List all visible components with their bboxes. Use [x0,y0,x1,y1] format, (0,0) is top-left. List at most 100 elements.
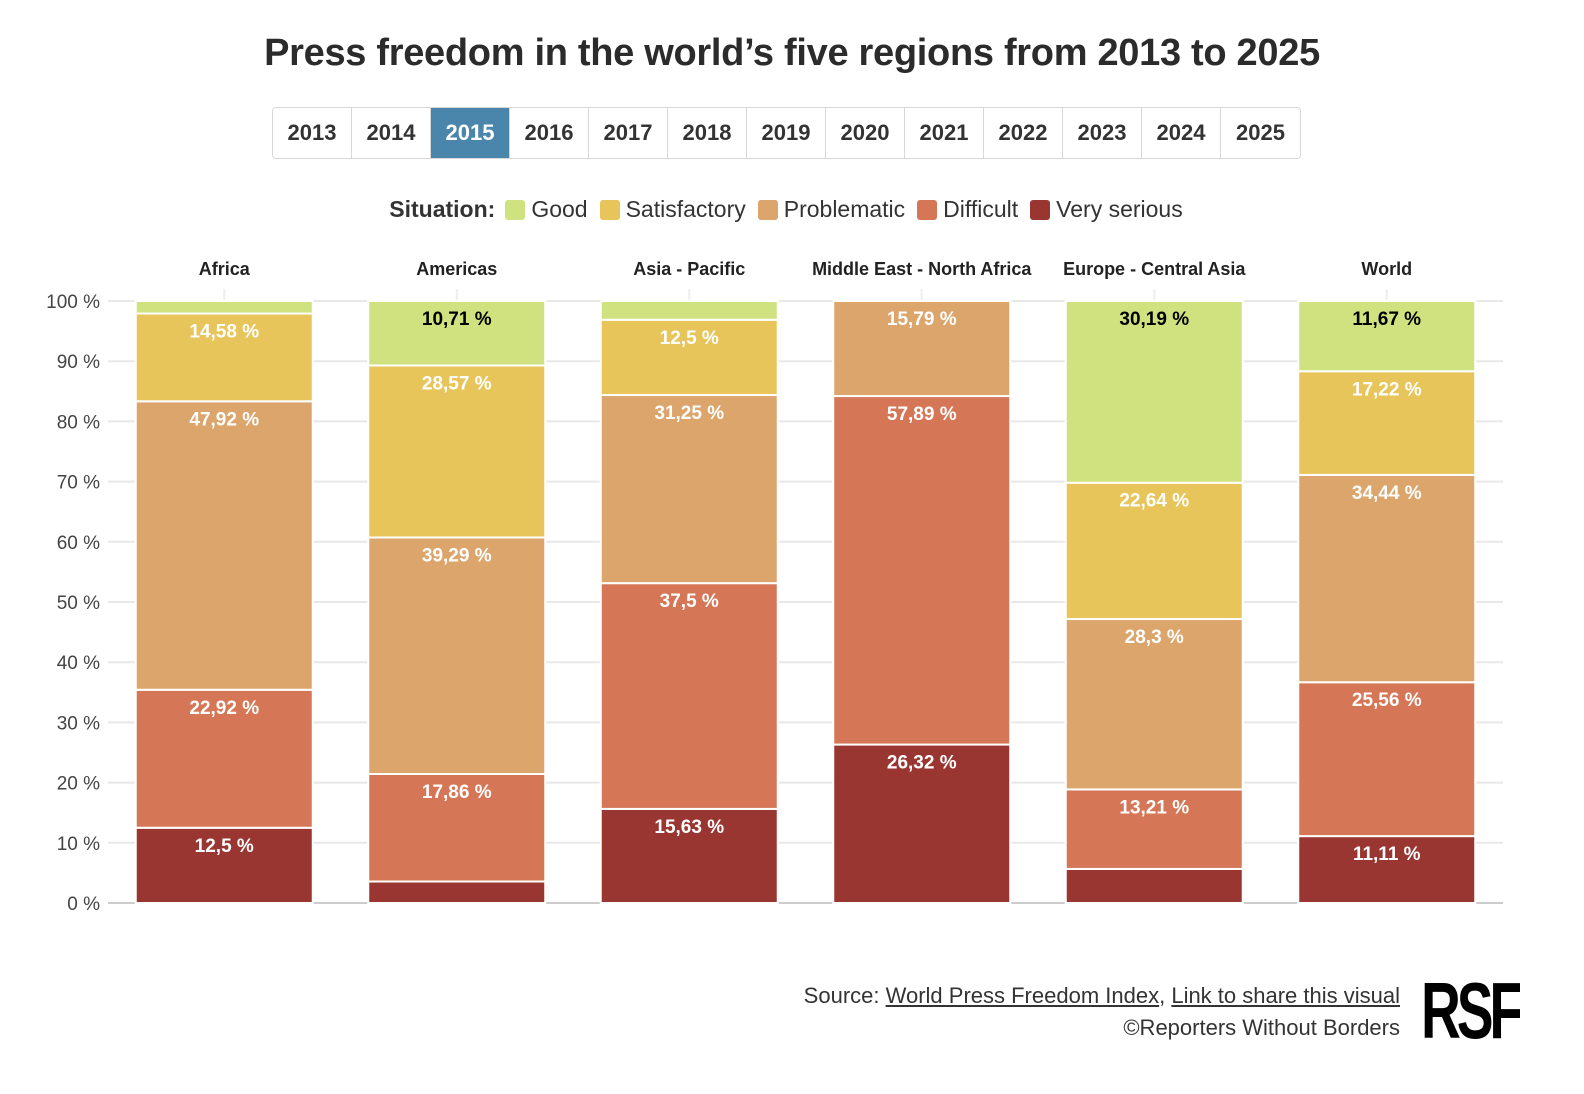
chart-title: Press freedom in the world’s five region… [264,32,1320,74]
legend-swatch [1030,199,1051,220]
data-label: 11,67 % [1352,309,1421,330]
bar-segment[interactable] [134,300,314,315]
rsf-logo-text: RSF [1421,968,1520,1044]
bar-segment[interactable] [367,300,547,367]
bar-segment[interactable] [599,582,779,810]
bar-segment[interactable] [134,400,314,691]
bar-segment[interactable] [599,299,779,321]
data-label: 15,79 % [887,309,957,330]
legend-title: Situation: [389,196,496,222]
data-label: 26,32 % [887,753,957,774]
category-label: Americas [416,259,497,279]
year-button-2020[interactable]: 2020 [826,108,905,158]
year-button-2013[interactable]: 2013 [273,108,352,158]
bar-segment[interactable] [599,318,779,397]
bar-segment[interactable] [367,772,547,883]
category-label: Africa [199,259,251,279]
data-label: 12,5 % [660,328,719,349]
source-note: Source: World Press Freedom Index, Link … [804,980,1400,1044]
bar-segment[interactable] [1297,681,1477,838]
legend-item-very-serious[interactable]: Very serious [1030,196,1183,223]
y-tick-label: 20 % [57,774,100,795]
category-label: Asia - Pacific [633,259,745,279]
bar-segment[interactable] [1064,788,1244,870]
source-prefix: Source: [803,983,886,1008]
bar-segment[interactable] [367,364,547,539]
copyright-text: ©Reporters Without Borders [1123,1015,1400,1040]
bar-segment[interactable] [1297,300,1477,373]
data-label: 11,11 % [1353,844,1421,865]
year-button-2025[interactable]: 2025 [1221,108,1300,158]
y-tick-label: 80 % [57,412,100,433]
bar-segment[interactable] [1064,618,1244,791]
legend-item-satisfactory[interactable]: Satisfactory [599,196,746,223]
source-link-index[interactable]: World Press Freedom Index [885,983,1160,1008]
bar-segment[interactable] [134,312,314,403]
category-label: World [1361,259,1412,279]
year-button-2022[interactable]: 2022 [984,108,1063,158]
bar-segment[interactable] [1297,835,1477,904]
y-tick-label: 60 % [57,533,100,554]
legend-item-difficult[interactable]: Difficult [917,196,1018,223]
year-button-2016[interactable]: 2016 [510,108,589,158]
bar-segment[interactable] [367,880,547,905]
legend-label: Good [531,196,588,222]
category-label: Europe - Central Asia [1063,259,1246,279]
y-tick-label: 90 % [57,352,100,373]
year-button-2015[interactable]: 2015 [431,108,510,158]
source-separator: , [1159,983,1172,1008]
y-tick-label: 70 % [57,473,100,494]
data-label: 22,64 % [1119,491,1189,512]
year-selector: 2013 2014 2015 2016 2017 2018 2019 2020 2021 2022… [272,107,1301,159]
y-tick-label: 50 % [57,593,100,614]
bar-segment[interactable] [832,395,1012,746]
bar-segment[interactable] [1064,481,1244,621]
year-button-2021[interactable]: 2021 [905,108,984,158]
legend-item-problematic[interactable]: Problematic [757,196,906,223]
year-button-2023[interactable]: 2023 [1063,108,1142,158]
legend-label: Satisfactory [625,196,746,222]
data-label: 47,92 % [189,409,259,430]
year-button-2019[interactable]: 2019 [747,108,826,158]
legend-swatch [917,199,938,220]
bar-segment[interactable] [134,826,314,904]
data-label: 28,57 % [422,373,492,394]
data-label: 28,3 % [1125,627,1184,648]
bar-segment[interactable] [1297,370,1477,476]
bar-segment[interactable] [1064,300,1244,484]
y-tick-label: 10 % [57,834,100,855]
data-label: 57,89 % [887,404,957,425]
bar-segment[interactable] [1297,473,1477,684]
bar-segment[interactable] [599,394,779,585]
year-button-2018[interactable]: 2018 [668,108,747,158]
data-label: 14,58 % [189,322,259,343]
y-tick-label: 0 % [67,894,100,915]
y-tick-label: 100 % [46,292,100,313]
data-label: 17,86 % [422,782,492,803]
y-tick-label: 30 % [57,713,100,734]
bar-segment[interactable] [367,536,547,775]
data-label: 15,63 % [654,817,724,838]
data-label: 22,92 % [189,698,259,719]
year-button-2014[interactable]: 2014 [352,108,431,158]
bar-segment[interactable] [1064,867,1244,905]
bar-segment[interactable] [832,743,1012,904]
year-button-2017[interactable]: 2017 [589,108,668,158]
legend-label: Difficult [943,196,1019,222]
legend-label: Very serious [1056,196,1183,222]
data-label: 34,44 % [1352,483,1422,504]
bar-segment[interactable] [134,688,314,829]
data-label: 13,21 % [1119,797,1189,818]
bar-segment[interactable] [832,300,1012,398]
data-label: 25,56 % [1352,690,1422,711]
y-tick-label: 40 % [57,653,100,674]
share-visual-link[interactable]: Link to share this visual [1171,983,1400,1008]
data-label: 17,22 % [1352,379,1422,400]
data-label: 12,5 % [195,836,254,857]
year-button-2024[interactable]: 2024 [1142,108,1221,158]
legend-swatch [599,199,620,220]
stacked-bar-chart: 0 % 10 % 20 % 30 % 40 % 50 % 60 % 70 % 80 % 90 % 1… [46,259,1503,915]
legend-label: Problematic [783,196,906,222]
legend-swatch [505,199,526,220]
legend-item-good[interactable]: Good [505,196,588,223]
